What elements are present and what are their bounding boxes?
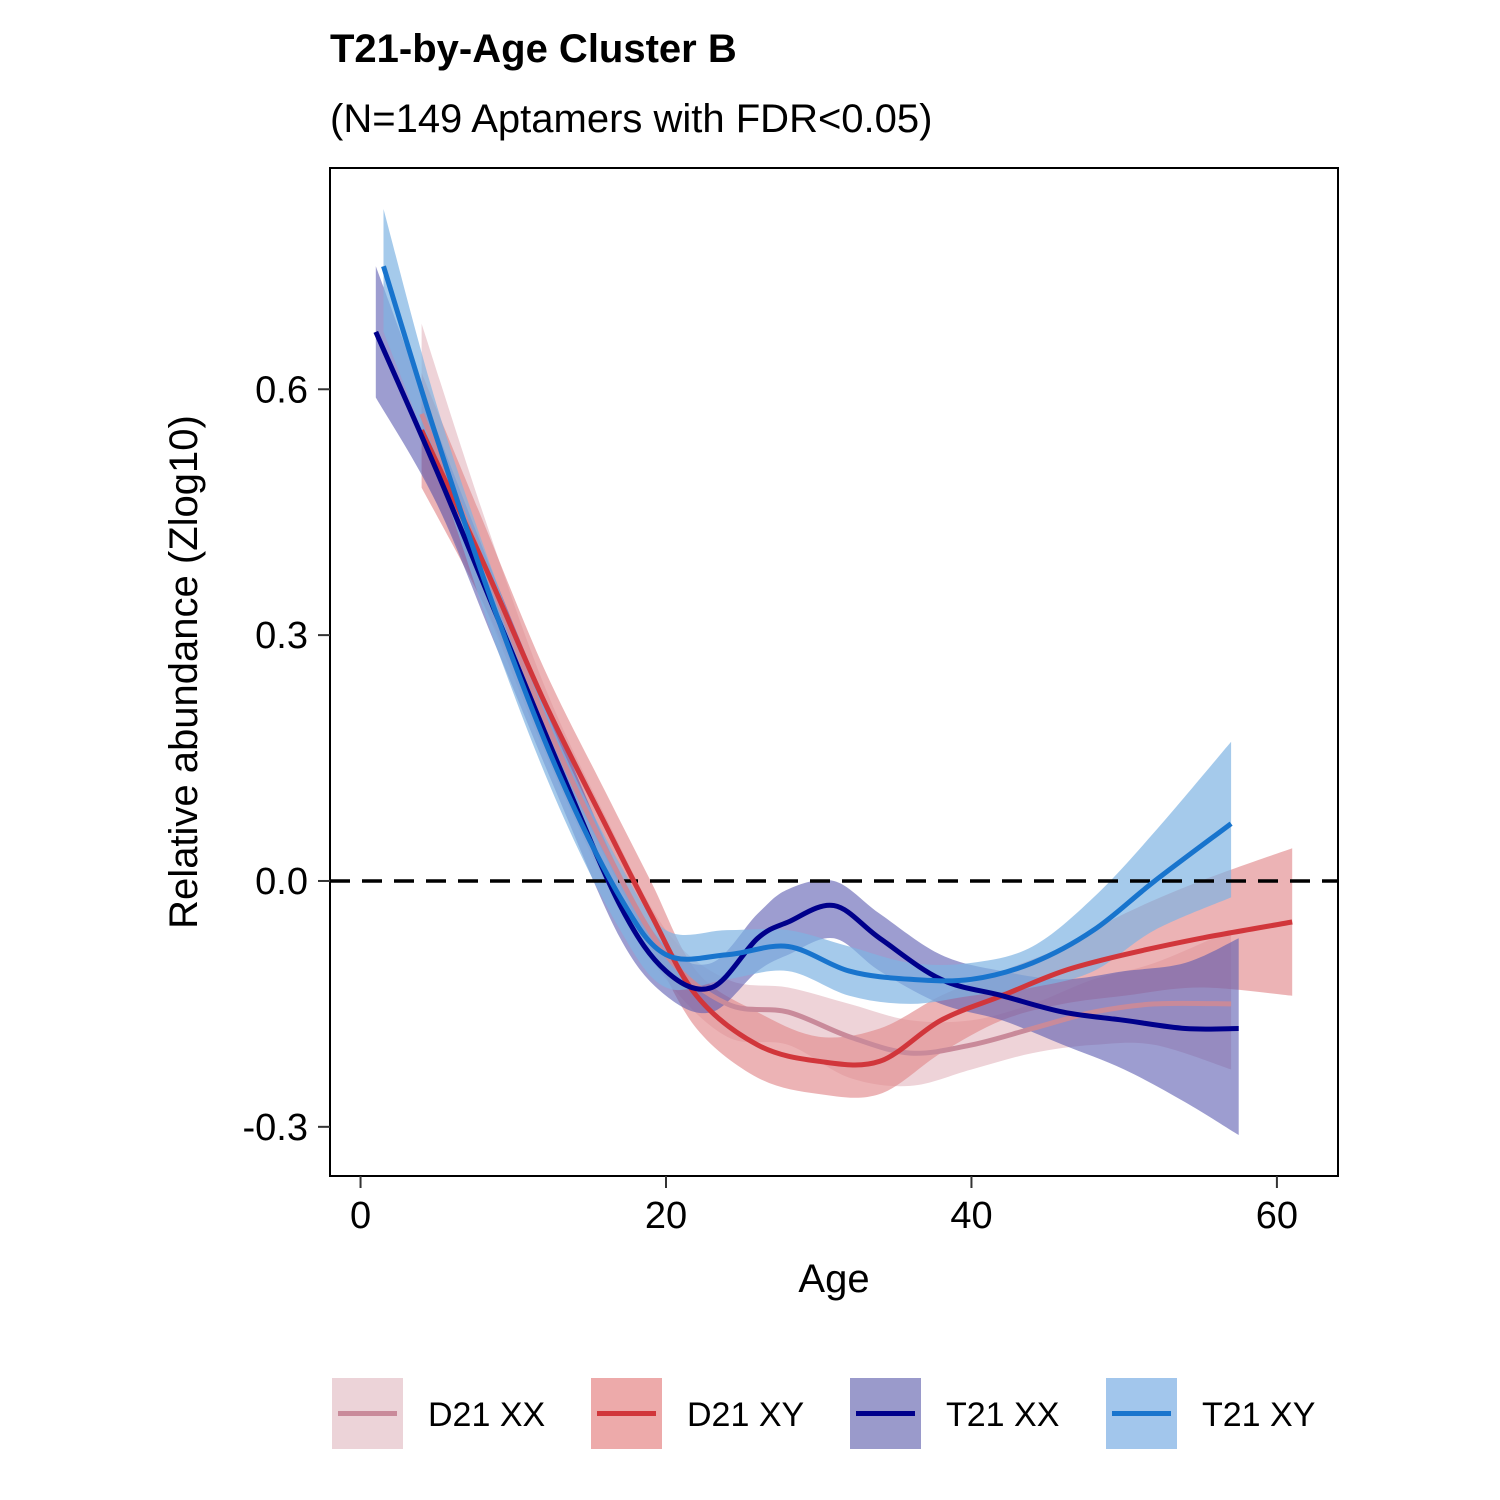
legend-label: D21 XY: [687, 1396, 804, 1434]
legend-label: T21 XY: [1202, 1396, 1315, 1434]
x-tick-label: 0: [350, 1195, 371, 1237]
y-tick-label: 0.6: [255, 369, 308, 411]
legend-item-d21-xy: D21 XY: [591, 1378, 804, 1449]
y-tick-label: 0.3: [255, 615, 308, 657]
legend: D21 XX D21 XY T21 XX T21 XY: [332, 1378, 1315, 1449]
series-line-d21-xx: [419, 412, 1232, 1056]
series-line-d21-xy: [419, 429, 1293, 1068]
y-axis: -0.3 0.0 0.3 0.6: [243, 369, 330, 1149]
confidence-band-t21-xy: [383, 209, 1232, 1004]
legend-label: T21 XX: [946, 1396, 1059, 1434]
legend-item-d21-xx: D21 XX: [332, 1378, 545, 1449]
plot-border: [329, 167, 1339, 1177]
legend-label: D21 XX: [428, 1396, 545, 1434]
y-tick-label: -0.3: [243, 1107, 308, 1149]
legend-item-t21-xy: T21 XY: [1106, 1378, 1315, 1449]
x-tick-label: 60: [1256, 1195, 1298, 1237]
x-axis-label: Age: [798, 1257, 869, 1301]
plot-panel: [329, 167, 1339, 1177]
chart-subtitle: (N=149 Aptamers with FDR<0.05): [330, 97, 932, 141]
y-tick-label: 0.0: [255, 861, 308, 903]
chart-title: T21-by-Age Cluster B: [330, 27, 737, 71]
y-axis-label: Relative abundance (Zlog10): [162, 415, 206, 929]
confidence-band-t21-xx: [375, 266, 1239, 1135]
legend-item-t21-xx: T21 XX: [850, 1378, 1059, 1449]
x-tick-label: 20: [645, 1195, 687, 1237]
x-tick-label: 40: [950, 1195, 992, 1237]
x-axis: 0 20 40 60: [350, 1176, 1298, 1237]
series-line-t21-xy: [381, 265, 1233, 984]
